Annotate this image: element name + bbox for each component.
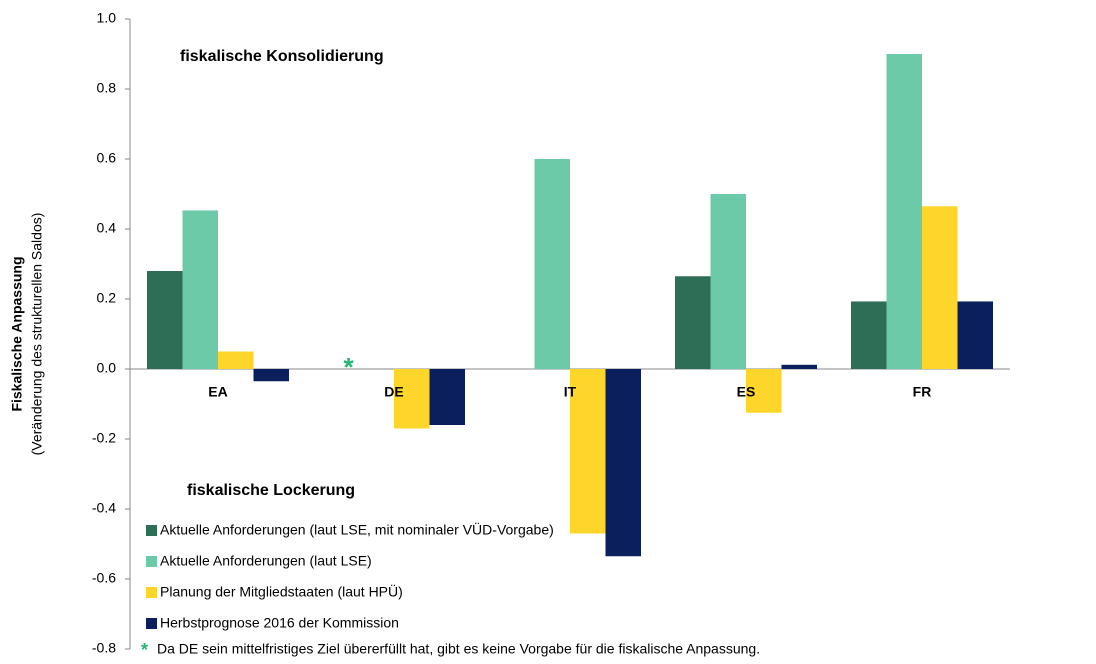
legend-swatch xyxy=(146,556,157,567)
annotation: fiskalische Konsolidierung xyxy=(180,48,384,65)
x-tick-label: EA xyxy=(208,384,227,400)
bar xyxy=(710,194,746,369)
legend-swatch xyxy=(146,587,157,598)
bar xyxy=(605,369,641,557)
bar xyxy=(922,206,958,369)
legend-swatch xyxy=(146,525,157,536)
bar xyxy=(746,369,782,413)
legend-label: Aktuelle Anforderungen (laut LSE) xyxy=(160,553,372,569)
bar xyxy=(781,364,817,369)
bar xyxy=(394,369,430,429)
bar xyxy=(675,276,711,369)
bar xyxy=(957,301,993,369)
bar xyxy=(147,271,183,369)
y-tick-label: -0.4 xyxy=(92,500,116,516)
y-axis-sublabel: (Veränderung des strukturellen Saldos) xyxy=(29,213,45,456)
y-tick-label: 1.0 xyxy=(97,10,117,26)
y-tick-label: -0.2 xyxy=(92,430,116,446)
y-tick-label: 0.2 xyxy=(97,290,117,306)
bar xyxy=(534,159,570,369)
x-tick-label: DE xyxy=(384,384,403,400)
y-tick-label: -0.8 xyxy=(92,640,116,656)
bar xyxy=(218,351,254,369)
legend-swatch xyxy=(146,618,157,629)
y-tick-label: -0.6 xyxy=(92,570,116,586)
y-tick-label: 0.6 xyxy=(97,150,117,166)
y-tick-label: 0.8 xyxy=(97,80,117,96)
legend-label: Planung der Mitgliedstaaten (laut HPÜ) xyxy=(160,583,403,600)
legend-label: Aktuelle Anforderungen (laut LSE, mit no… xyxy=(160,521,554,538)
x-tick-label: FR xyxy=(913,384,932,400)
bar xyxy=(182,210,218,369)
y-tick-label: 0.4 xyxy=(97,220,117,236)
footnote-marker: * xyxy=(343,352,354,382)
legend-label: Herbstprognose 2016 der Kommission xyxy=(160,615,399,631)
bar xyxy=(253,369,289,382)
footnote-marker: * xyxy=(141,640,148,659)
y-tick-label: 0.0 xyxy=(97,360,117,376)
x-tick-label: IT xyxy=(564,384,577,400)
bar xyxy=(429,369,465,425)
bar xyxy=(886,54,922,369)
footnote: Da DE sein mittelfristiges Ziel übererfü… xyxy=(157,641,760,657)
bar xyxy=(570,369,606,534)
y-axis-label: Fiskalische Anpassung xyxy=(9,256,25,411)
annotation: fiskalische Lockerung xyxy=(187,482,355,499)
x-tick-label: ES xyxy=(737,384,756,400)
bar xyxy=(851,301,887,369)
